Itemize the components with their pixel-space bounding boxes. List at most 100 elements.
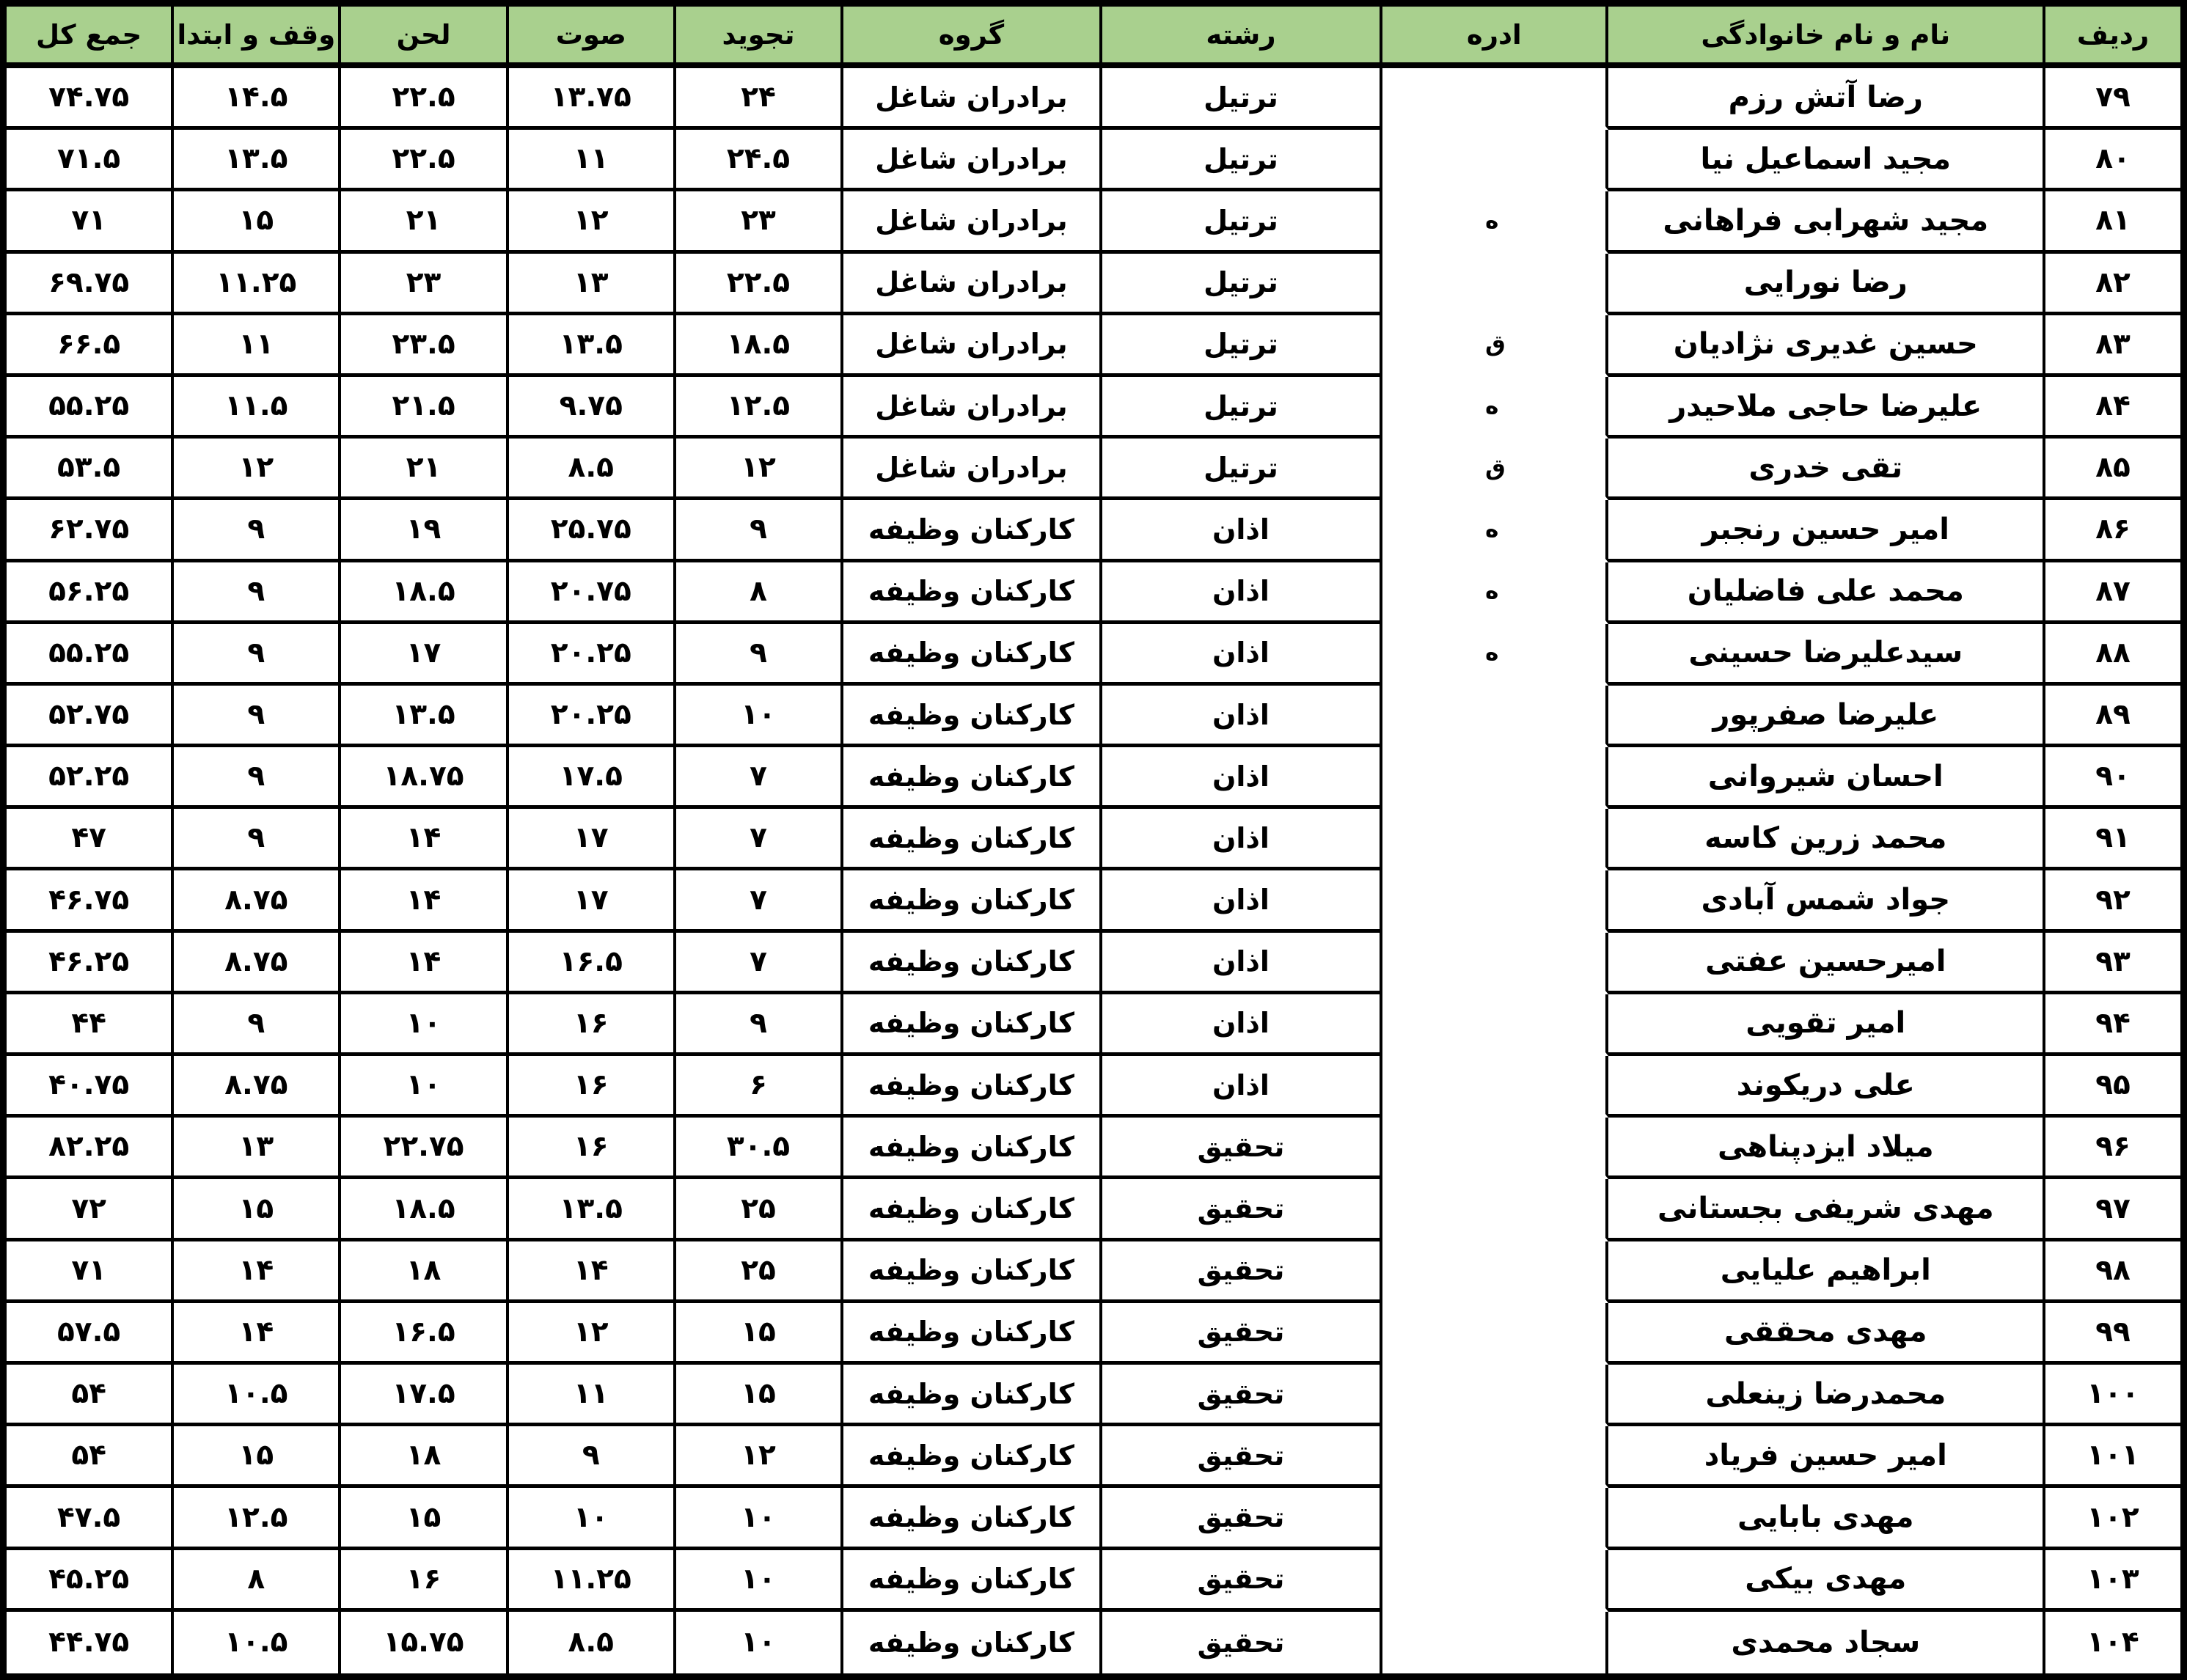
cell-reshte: تحقیق	[1102, 1179, 1383, 1241]
cell-vaqf-ebteda: ۸.۷۵	[174, 932, 342, 994]
cell-reshte: ترتیل	[1102, 376, 1383, 439]
cell-sout: ۱۷	[508, 809, 676, 871]
cell-lahn: ۱۸	[341, 1241, 509, 1303]
cell-vaqf-ebteda: ۹	[174, 747, 342, 810]
cell-tajvid: ۱۸.۵	[675, 315, 844, 377]
cell-tajvid: ۲۵	[675, 1179, 844, 1241]
cell-tajvid: ۲۳	[675, 191, 844, 254]
cell-office: ه	[1382, 191, 1609, 254]
cell-sout: ۱۳.۷۵	[508, 68, 676, 131]
cell-group: کارکنان وظیفه	[843, 1365, 1102, 1427]
cell-group: کارکنان وظیفه	[843, 623, 1102, 686]
cell-fullname: مجید شهرابی فراهانی	[1608, 191, 2046, 254]
cell-reshte: اذان	[1102, 1056, 1383, 1118]
cell-vaqf-ebteda: ۹	[174, 809, 342, 871]
cell-fullname: مهدی محققی	[1608, 1302, 2046, 1365]
cell-office	[1382, 1241, 1609, 1303]
cell-fullname: امیر تقویی	[1608, 994, 2046, 1057]
cell-sout: ۱۳.۵	[508, 315, 676, 377]
cell-vaqf-ebteda: ۱۱.۲۵	[174, 253, 342, 315]
cell-fullname: امیر حسین فریاد	[1608, 1426, 2046, 1489]
cell-fullname: سیدعلیرضا حسینی	[1608, 623, 2046, 686]
cell-radif: ۱۰۰	[2045, 1365, 2180, 1427]
cell-vaqf-ebteda: ۱۵	[174, 1426, 342, 1489]
cell-lahn: ۱۴	[341, 932, 509, 994]
cell-reshte: اذان	[1102, 562, 1383, 624]
cell-tajvid: ۹	[675, 623, 844, 686]
cell-fullname: مهدی بیکی	[1608, 1549, 2046, 1612]
cell-vaqf-ebteda: ۹	[174, 623, 342, 686]
cell-tajvid: ۹	[675, 994, 844, 1057]
cell-office	[1382, 1611, 1609, 1673]
cell-total: ۴۵.۲۵	[7, 1549, 175, 1612]
header-total: جمع کل	[7, 7, 175, 68]
cell-total: ۴۶.۲۵	[7, 932, 175, 994]
cell-tajvid: ۱۰	[675, 1611, 844, 1673]
cell-group: کارکنان وظیفه	[843, 1488, 1102, 1550]
cell-tajvid: ۱۰	[675, 685, 844, 748]
cell-tajvid: ۱۰	[675, 1488, 844, 1550]
cell-total: ۵۷.۵	[7, 1302, 175, 1365]
cell-vaqf-ebteda: ۸.۷۵	[174, 1056, 342, 1118]
cell-total: ۴۴.۷۵	[7, 1611, 175, 1673]
cell-office: ق	[1382, 439, 1609, 501]
cell-office	[1382, 253, 1609, 315]
cell-radif: ۸۸	[2045, 623, 2180, 686]
cell-sout: ۱۶	[508, 994, 676, 1057]
cell-sout: ۱۴	[508, 1241, 676, 1303]
cell-group: کارکنان وظیفه	[843, 1611, 1102, 1673]
cell-office: ه	[1382, 562, 1609, 624]
cell-group: کارکنان وظیفه	[843, 747, 1102, 810]
cell-sout: ۲۰.۲۵	[508, 685, 676, 748]
cell-radif: ۸۹	[2045, 685, 2180, 748]
header-vaqf-ebteda: وقف و ابتدا	[174, 7, 342, 68]
cell-total: ۴۷	[7, 809, 175, 871]
cell-total: ۵۴	[7, 1365, 175, 1427]
cell-reshte: اذان	[1102, 932, 1383, 994]
cell-reshte: تحقیق	[1102, 1611, 1383, 1673]
cell-vaqf-ebteda: ۱۴	[174, 1241, 342, 1303]
cell-fullname: محمد زرین کاسه	[1608, 809, 2046, 871]
cell-vaqf-ebteda: ۹	[174, 562, 342, 624]
cell-radif: ۹۹	[2045, 1302, 2180, 1365]
cell-vaqf-ebteda: ۹	[174, 685, 342, 748]
cell-office	[1382, 1426, 1609, 1489]
cell-sout: ۱۶	[508, 1056, 676, 1118]
cell-reshte: تحقیق	[1102, 1426, 1383, 1489]
cell-group: کارکنان وظیفه	[843, 1056, 1102, 1118]
cell-vaqf-ebteda: ۱۳	[174, 1118, 342, 1180]
cell-lahn: ۱۴	[341, 870, 509, 933]
cell-fullname: سجاد محمدی	[1608, 1611, 2046, 1673]
cell-vaqf-ebteda: ۱۱.۵	[174, 376, 342, 439]
office-remnant-text: ه	[1485, 516, 1499, 543]
cell-total: ۵۲.۷۵	[7, 685, 175, 748]
cell-sout: ۱۷.۵	[508, 747, 676, 810]
cell-sout: ۸.۵	[508, 439, 676, 501]
cell-office	[1382, 994, 1609, 1057]
cell-reshte: ترتیل	[1102, 439, 1383, 501]
cell-fullname: مهدی شریفی بجستانی	[1608, 1179, 2046, 1241]
cell-sout: ۹.۷۵	[508, 376, 676, 439]
cell-fullname: مجید اسماعیل نیا	[1608, 130, 2046, 192]
cell-total: ۷۲	[7, 1179, 175, 1241]
cell-vaqf-ebteda: ۸.۷۵	[174, 870, 342, 933]
cell-tajvid: ۱۵	[675, 1302, 844, 1365]
cell-radif: ۸۴	[2045, 376, 2180, 439]
cell-group: برادران شاغل	[843, 191, 1102, 254]
cell-fullname: تقی خدری	[1608, 439, 2046, 501]
cell-radif: ۸۲	[2045, 253, 2180, 315]
cell-group: کارکنان وظیفه	[843, 1426, 1102, 1489]
cell-reshte: اذان	[1102, 623, 1383, 686]
cell-lahn: ۱۴	[341, 809, 509, 871]
cell-total: ۵۵.۲۵	[7, 376, 175, 439]
cell-lahn: ۱۸.۵	[341, 562, 509, 624]
cell-total: ۶۲.۷۵	[7, 500, 175, 562]
cell-fullname: حسین غدیری نژادیان	[1608, 315, 2046, 377]
cell-group: کارکنان وظیفه	[843, 1179, 1102, 1241]
cell-radif: ۹۸	[2045, 1241, 2180, 1303]
header-office: ادره	[1382, 7, 1609, 68]
cell-radif: ۹۲	[2045, 870, 2180, 933]
cell-total: ۷۴.۷۵	[7, 68, 175, 131]
cell-office	[1382, 68, 1609, 131]
cell-office: ه	[1382, 376, 1609, 439]
